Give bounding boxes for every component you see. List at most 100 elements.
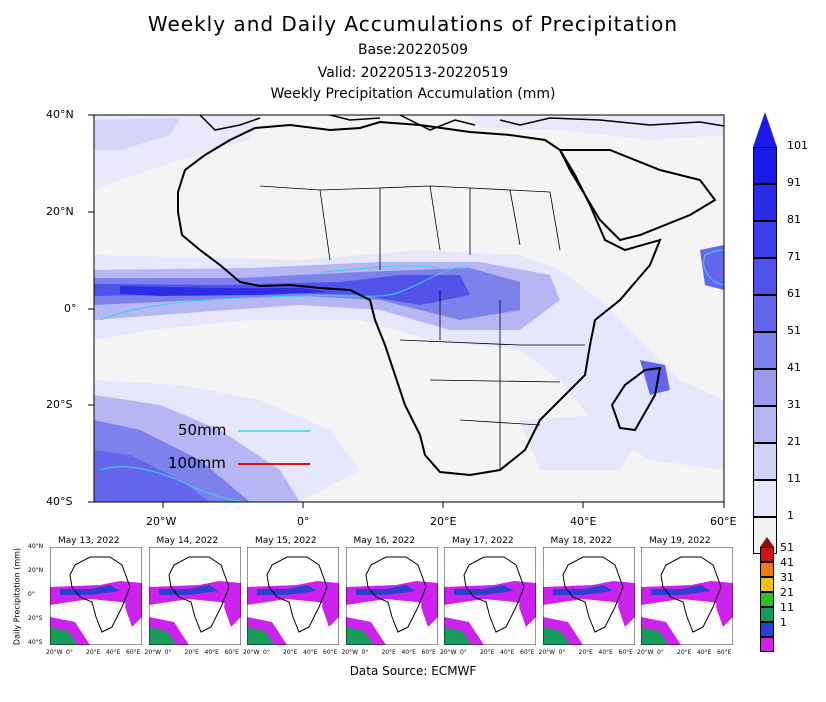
page-title: Weekly and Daily Accumulations of Precip… [147,12,679,36]
daily-lon-label: 60°E [126,649,141,656]
daily-lat-label: 0° [28,591,35,598]
daily-colorbar-segment [760,637,774,652]
daily-lon-label: 0° [361,649,369,656]
daily-lon-label: 20°E [677,649,692,656]
daily-lon-label: 20°W [144,649,162,656]
daily-lat-label: 20°S [28,615,43,622]
daily-panel-date: May 16, 2022 [353,536,416,546]
colorbar-segment [753,258,777,295]
daily-lon-label: 60°E [618,649,633,656]
daily-lon-label: 0° [164,649,172,656]
daily-lon-label: 0° [558,649,566,656]
daily-ylabel: Daily Precipitation (mm) [12,547,22,646]
daily-panel-map [247,547,339,645]
lat-label-20n: 20°N [46,205,74,218]
daily-lon-label: 0° [263,649,270,656]
colorbar-segment [753,443,777,480]
daily-colorbar-segment [760,607,774,622]
colorbar-segment [753,147,777,184]
daily-lon-label: 0° [66,649,73,656]
daily-colorbar [760,537,774,655]
colorbar-overflow-arrow [753,112,777,147]
colorbar-label: 51 [787,324,801,337]
daily-lat-label: 40°S [28,639,43,646]
daily-lon-label: 20°E [578,649,593,656]
colorbar-segment [753,332,777,369]
daily-lon-label: 20°E [184,649,199,656]
daily-lon-label: 0° [460,649,467,656]
daily-colorbar-segment [760,562,774,577]
base-date: Base:20220509 [357,42,469,58]
lat-label-40n: 40°N [46,108,74,121]
valid-range: Valid: 20220513-20220519 [317,65,509,81]
daily-colorbar-label: 31 [780,571,794,584]
colorbar-label: 81 [787,213,801,226]
colorbar-label: 91 [787,176,801,189]
daily-lon-label: 20°W [538,649,556,656]
daily-colorbar-label: 41 [780,556,794,569]
daily-panel-date: May 14, 2022 [156,536,219,546]
main-colorbar [753,112,777,554]
colorbar-segment [753,480,777,517]
colorbar-label: 61 [787,287,801,300]
daily-colorbar-label: 11 [780,601,794,614]
legend-100mm-label: 100mm [168,454,226,472]
daily-lon-label: 20°E [283,649,298,656]
lat-label-40s: 40°S [46,495,73,508]
colorbar-label: 11 [787,472,801,485]
legend-50mm-label: 50mm [178,421,227,439]
data-source: Data Source: ECMWF [349,664,477,678]
daily-lon-label: 60°E [717,649,732,656]
daily-lon-label: 40°E [204,649,219,656]
daily-panel-map [50,547,142,645]
colorbar-segment [753,184,777,221]
lon-label-20w: 20°W [146,515,177,528]
daily-lon-label: 60°E [224,649,239,656]
daily-panel-map [542,547,635,645]
daily-colorbar-segment [760,592,774,607]
colorbar-segment [753,369,777,406]
daily-lon-label: 60°E [323,649,338,656]
colorbar-label: 21 [787,435,801,448]
colorbar-label: 1 [787,509,794,522]
daily-lon-label: 20°E [480,649,495,656]
daily-panel-date: May 15, 2022 [255,536,317,546]
daily-panel-map [345,547,438,645]
daily-lon-label: 40°E [500,649,515,656]
daily-lon-label: 40°E [106,649,121,656]
daily-lon-label: 20°W [243,649,260,656]
daily-lon-label: 40°E [598,649,613,656]
daily-lon-label: 20°W [637,649,654,656]
daily-colorbar-overflow-arrow [760,537,774,547]
daily-lon-label: 40°E [401,649,416,656]
daily-lat-label: 40°N [28,543,44,550]
daily-colorbar-segment [760,547,774,562]
lat-label-20s: 20°S [46,398,73,411]
daily-colorbar-label: 21 [780,586,794,599]
daily-lon-label: 20°W [46,649,63,656]
daily-lon-label: 20°W [341,649,359,656]
daily-panel-date: May 13, 2022 [58,536,120,546]
daily-lon-label: 20°E [381,649,396,656]
daily-panel-date: May 19, 2022 [649,536,711,546]
colorbar-segment [753,295,777,332]
daily-colorbar-label: 1 [780,616,787,629]
lon-label-0: 0° [297,515,310,528]
daily-lon-label: 20°E [86,649,101,656]
colorbar-segment [753,221,777,258]
daily-lon-label: 20°W [440,649,457,656]
colorbar-label: 101 [787,139,808,152]
lon-label-40e: 40°E [570,515,597,528]
daily-panel-map [148,547,241,645]
daily-colorbar-segment [760,577,774,592]
daily-panel-date: May 17, 2022 [452,536,514,546]
daily-lon-label: 40°E [303,649,318,656]
colorbar-label: 71 [787,250,801,263]
daily-panel-date: May 18, 2022 [550,536,613,546]
lon-label-60e: 60°E [710,515,737,528]
daily-lon-label: 60°E [421,649,436,656]
lon-label-20e: 20°E [430,515,457,528]
daily-lon-label: 60°E [520,649,535,656]
lat-label-0: 0° [64,302,77,315]
